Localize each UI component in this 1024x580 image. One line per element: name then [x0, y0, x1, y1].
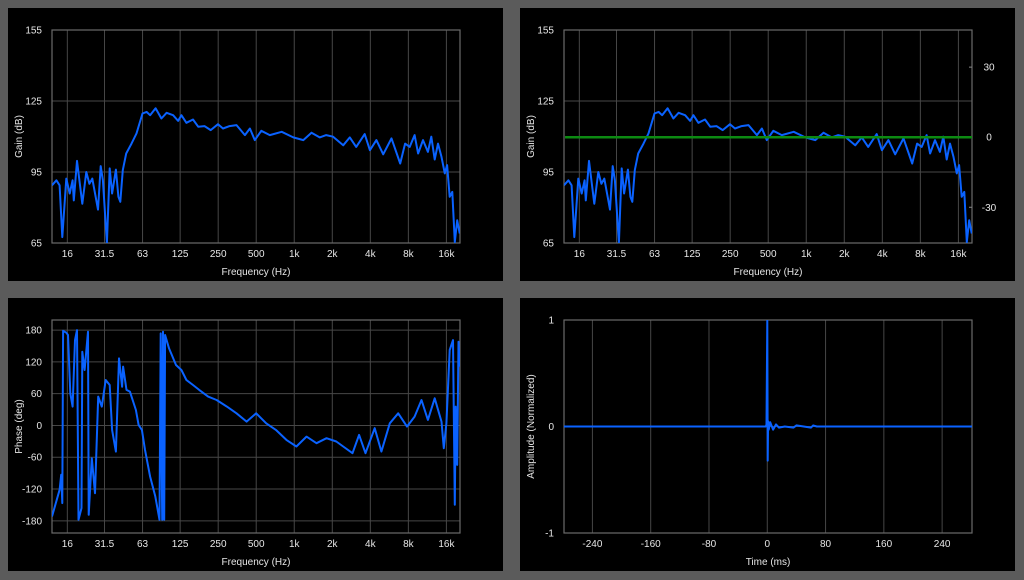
gain-chart-panel: 16 31.5 63 125 250 500 1k 2k 4k 8k 16k 65 95 125 155 Fr… — [8, 8, 503, 281]
series-line-phase — [52, 329, 460, 521]
y-tick-label: 60 — [31, 389, 43, 400]
y2-tick-label: 30 — [983, 63, 995, 74]
x-tick-label: 16 — [62, 249, 74, 260]
x-tick-label: 2k — [327, 539, 339, 550]
phase-chart: 16 31.5 63 125 250 500 1k 2k 4k 8k 16k 180 120 60 0 -60… — [14, 319, 461, 568]
x-tick-label: 8k — [403, 539, 415, 550]
y-tick-label: 125 — [25, 97, 42, 108]
plot-border — [51, 319, 461, 534]
x-tick-label: 4k — [877, 249, 889, 260]
x-tick-label: 250 — [210, 249, 227, 260]
x-tick-label: 250 — [210, 539, 227, 550]
x-tick-label: 8k — [915, 249, 927, 260]
y-tick-label: 125 — [537, 97, 554, 108]
y-axis-title: Phase (deg) — [14, 399, 25, 453]
x-tick-label: 31.5 — [95, 249, 115, 260]
x-tick-label: 16 — [574, 249, 586, 260]
x-tick-label: 80 — [820, 539, 832, 550]
y-tick-label: 155 — [537, 26, 554, 37]
x-tick-label: 250 — [722, 249, 739, 260]
x-tick-label: 1k — [289, 539, 301, 550]
x-tick-label: 16 — [62, 539, 74, 550]
x-tick-label: -160 — [641, 539, 661, 550]
y-tick-label: 95 — [543, 168, 555, 179]
x-tick-label: -80 — [702, 539, 717, 550]
impulse-chart: -240 -160 -80 0 80 160 240 1 0 -1 Time (ms) Amplitu… — [526, 316, 973, 568]
x-tick-label: 0 — [764, 539, 770, 550]
gain-target-chart: 16 31.5 63 125 250 500 1k 2k 4k 8k 16k 65 95 125 155 Fr… — [526, 26, 997, 279]
x-axis-title: Frequency (Hz) — [222, 557, 291, 568]
x-axis-title: Frequency (Hz) — [222, 267, 291, 278]
y-axis-title: Gain (dB) — [14, 115, 25, 158]
x-tick-label: 63 — [137, 249, 149, 260]
y-tick-label: -120 — [22, 485, 42, 496]
x-tick-label: -240 — [582, 539, 602, 550]
x-tick-label: 16k — [438, 249, 455, 260]
y-tick-label: 65 — [543, 239, 555, 250]
x-tick-label: 500 — [248, 249, 265, 260]
y-axis-title: Gain (dB) — [526, 115, 537, 158]
impulse-chart-panel: -240 -160 -80 0 80 160 240 1 0 -1 Time (ms) Amplitu… — [520, 298, 1015, 571]
x-tick-label: 63 — [137, 539, 149, 550]
x-axis-title: Frequency (Hz) — [734, 267, 803, 278]
x-tick-label: 125 — [172, 249, 189, 260]
x-tick-label: 1k — [801, 249, 813, 260]
y-tick-label: 0 — [548, 422, 554, 433]
y-tick-label: -1 — [545, 529, 554, 540]
series-line-impulse — [564, 320, 972, 462]
y-tick-label: 0 — [36, 421, 42, 432]
phase-chart-panel: 16 31.5 63 125 250 500 1k 2k 4k 8k 16k 180 120 60 0 -60… — [8, 298, 503, 571]
plot-border — [51, 29, 461, 244]
series-line-gain — [564, 107, 972, 243]
x-tick-label: 8k — [403, 249, 415, 260]
x-axis-title: Time (ms) — [746, 557, 791, 568]
x-tick-label: 16k — [438, 539, 455, 550]
x-tick-label: 240 — [934, 539, 951, 550]
x-tick-label: 500 — [760, 249, 777, 260]
x-tick-label: 4k — [365, 249, 377, 260]
y-axis-title: Amplitude (Normalized) — [526, 374, 537, 478]
x-tick-label: 125 — [684, 249, 701, 260]
y-tick-label: 120 — [25, 357, 42, 368]
x-tick-label: 160 — [875, 539, 892, 550]
x-tick-label: 2k — [839, 249, 851, 260]
y2-tick-label: 0 — [986, 133, 992, 144]
x-tick-label: 16k — [950, 249, 967, 260]
series-line-gain — [52, 107, 460, 243]
y-tick-label: -60 — [28, 453, 43, 464]
gain-target-chart-panel: 16 31.5 63 125 250 500 1k 2k 4k 8k 16k 65 95 125 155 Fr… — [520, 8, 1015, 281]
x-tick-label: 4k — [365, 539, 377, 550]
x-tick-label: 125 — [172, 539, 189, 550]
x-tick-label: 500 — [248, 539, 265, 550]
x-tick-label: 63 — [649, 249, 661, 260]
x-tick-label: 2k — [327, 249, 339, 260]
y-tick-label: 1 — [548, 316, 554, 327]
x-tick-label: 1k — [289, 249, 301, 260]
y-tick-label: 65 — [31, 239, 43, 250]
y2-tick-label: -30 — [982, 203, 997, 214]
y-tick-label: -180 — [22, 516, 42, 527]
gain-chart: 16 31.5 63 125 250 500 1k 2k 4k 8k 16k 65 95 125 155 Fr… — [14, 26, 461, 278]
x-tick-label: 31.5 — [607, 249, 627, 260]
x-tick-label: 31.5 — [95, 539, 115, 550]
y-tick-label: 95 — [31, 168, 43, 179]
y-tick-label: 155 — [25, 26, 42, 37]
y-tick-label: 180 — [25, 326, 42, 337]
